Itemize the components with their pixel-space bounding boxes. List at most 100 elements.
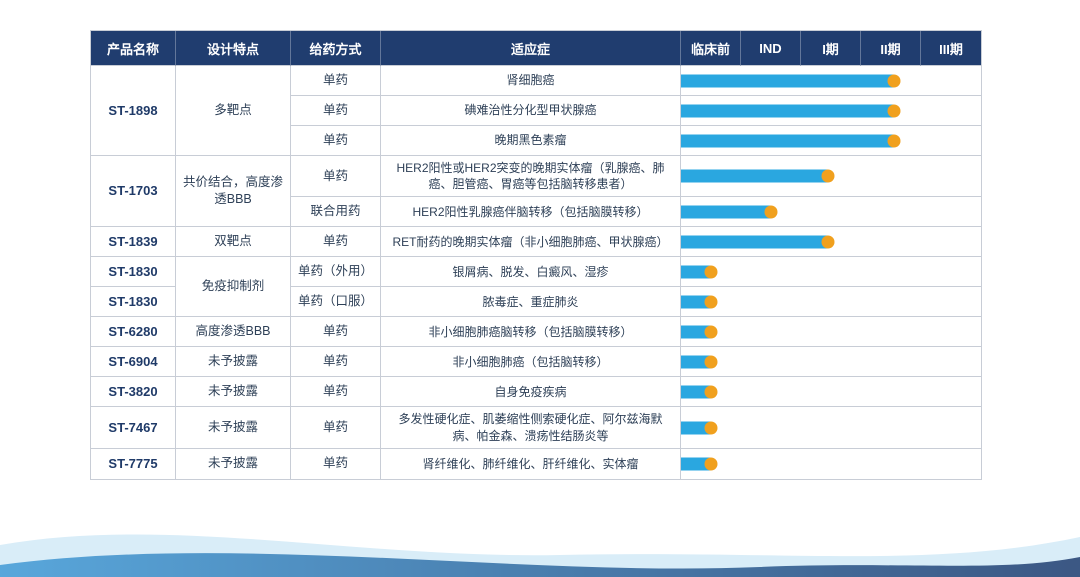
progress-track [681, 287, 981, 316]
progress-track [681, 449, 981, 479]
progress-dot [887, 74, 901, 87]
pipeline-row: ST-1830 单药（口服） 脓毒症、重症肺炎 [91, 287, 981, 318]
indication-cell: 碘难治性分化型甲状腺癌 [381, 96, 681, 126]
column-header-phase1: I期 [801, 31, 861, 66]
pipeline-row: ST-1839 双靶点 单药 RET耐药的晚期实体瘤（非小细胞肺癌、甲状腺癌） [91, 227, 981, 258]
product-name-cell: ST-7775 [91, 448, 176, 479]
column-header-design-feature: 设计特点 [176, 31, 291, 66]
dosing-method-cell: 联合用药 [291, 197, 381, 228]
progress-track [681, 347, 981, 376]
progress-bar [681, 355, 711, 369]
phase-progress-cell [681, 227, 981, 258]
design-feature-cell: 未予披露 [176, 347, 291, 378]
phase-progress-cell [681, 197, 981, 228]
progress-dot [887, 104, 901, 117]
progress-dot [704, 325, 718, 339]
progress-dot [704, 457, 718, 471]
indication-cell: 多发性硬化症、肌萎缩性侧索硬化症、阿尔兹海默病、帕金森、溃疡性结肠炎等 [381, 407, 681, 449]
pipeline-row: ST-6280 高度渗透BBB 单药 非小细胞肺癌脑转移（包括脑膜转移） [91, 317, 981, 348]
indication-cell: 非小细胞肺癌脑转移（包括脑膜转移） [381, 317, 681, 348]
indication-cell: 非小细胞肺癌（包括脑转移） [381, 347, 681, 378]
footer-wave-decoration [0, 534, 1080, 577]
indication-cell: 自身免疫疾病 [381, 377, 681, 408]
dosing-method-cell: 单药 [291, 448, 381, 479]
product-name-cell: ST-1839 [91, 227, 176, 258]
indication-cell: RET耐药的晚期实体瘤（非小细胞肺癌、甲状腺癌） [381, 227, 681, 258]
pipeline-row: ST-1898 多靶点 单药 肾细胞癌 [91, 66, 981, 156]
progress-dot [704, 355, 718, 369]
column-header-ind: IND [741, 31, 801, 66]
pipeline-row: ST-7467 未予披露 单药 多发性硬化症、肌萎缩性侧索硬化症、阿尔兹海默病、帕金森… [91, 407, 981, 449]
dosing-method-cell: 单药（口服） [291, 287, 381, 318]
product-name-cell: ST-3820 [91, 377, 176, 408]
progress-dot [764, 205, 778, 219]
phase-progress-cell [681, 317, 981, 348]
design-feature-cell: 未予披露 [176, 407, 291, 449]
indication-cell: HER2阳性乳腺癌伴脑转移（包括脑膜转移） [381, 197, 681, 228]
product-name-cell: ST-1703 [91, 156, 176, 228]
dosing-method-cell: 单药 [291, 156, 381, 198]
pipeline-table: 产品名称 设计特点 给药方式 适应症 临床前 IND I期 II期 III期 S… [90, 30, 982, 480]
phase-progress-cell [681, 407, 981, 449]
progress-track [681, 377, 981, 406]
phase-progress-cell [681, 66, 981, 96]
progress-bar [681, 295, 711, 309]
progress-dot [704, 265, 718, 279]
indication-cell: 肾纤维化、肺纤维化、肝纤维化、实体瘤 [381, 448, 681, 479]
progress-bar [681, 235, 828, 249]
column-header-phase2: II期 [861, 31, 921, 66]
progress-dot [821, 235, 835, 249]
product-name-cell: ST-1830 [91, 287, 176, 318]
pipeline-row: ST-6904 未予披露 单药 非小细胞肺癌（包括脑转移） [91, 347, 981, 378]
pipeline-row: ST-1830 免疫抑制剂 单药（外用） 银屑病、脱发、白癜风、湿疹 [91, 257, 981, 318]
dosing-method-cell: 单药 [291, 126, 381, 156]
progress-bar [681, 104, 894, 117]
phase-progress-cell [681, 156, 981, 198]
dosing-method-cell: 单药 [291, 347, 381, 378]
progress-track [681, 96, 981, 125]
pipeline-row: 单药 晚期黑色素瘤 [91, 126, 981, 156]
column-header-dosing-method: 给药方式 [291, 31, 381, 66]
pipeline-row: 联合用药 HER2阳性乳腺癌伴脑转移（包括脑膜转移） [91, 197, 981, 228]
design-feature-cell: 高度渗透BBB [176, 317, 291, 348]
design-feature-cell: 未予披露 [176, 448, 291, 479]
progress-bar [681, 74, 894, 87]
column-header-indication: 适应症 [381, 31, 681, 66]
column-header-preclinical: 临床前 [681, 31, 741, 66]
phase-progress-cell [681, 287, 981, 318]
product-name-cell: ST-1898 [91, 66, 176, 156]
progress-bar [681, 325, 711, 339]
progress-bar [681, 457, 711, 471]
phase-progress-cell [681, 377, 981, 408]
dosing-method-cell: 单药（外用） [291, 257, 381, 288]
indication-cell: 银屑病、脱发、白癜风、湿疹 [381, 257, 681, 288]
pipeline-row: ST-3820 未予披露 单药 自身免疫疾病 [91, 377, 981, 408]
progress-track [681, 197, 981, 226]
dosing-method-cell: 单药 [291, 227, 381, 258]
progress-bar [681, 169, 828, 183]
progress-bar [681, 134, 894, 147]
progress-dot [704, 385, 718, 399]
progress-track [681, 227, 981, 256]
progress-track [681, 257, 981, 286]
column-header-phase3: III期 [921, 31, 981, 66]
pipeline-row: ST-1703 共价结合，高度渗透BBB 单药 HER2阳性或HER2突变的晚期实体瘤… [91, 156, 981, 228]
dosing-method-cell: 单药 [291, 317, 381, 348]
progress-bar [681, 385, 711, 399]
pipeline-row: 单药 碘难治性分化型甲状腺癌 [91, 96, 981, 126]
indication-cell: HER2阳性或HER2突变的晚期实体瘤（乳腺癌、肺癌、胆管癌、胃癌等包括脑转移患… [381, 156, 681, 198]
progress-dot [704, 295, 718, 309]
progress-bar [681, 265, 711, 279]
design-feature-cell: 未予披露 [176, 377, 291, 408]
product-name-cell: ST-7467 [91, 407, 176, 449]
design-feature-cell: 共价结合，高度渗透BBB [176, 156, 291, 228]
pipeline-table-grid: 产品名称 设计特点 给药方式 适应症 临床前 IND I期 II期 III期 S… [90, 30, 982, 480]
phase-progress-cell [681, 257, 981, 288]
dosing-method-cell: 单药 [291, 66, 381, 96]
table-header-row: 产品名称 设计特点 给药方式 适应症 临床前 IND I期 II期 III期 [91, 31, 981, 66]
design-feature-cell: 多靶点 [176, 66, 291, 156]
progress-dot [821, 169, 835, 183]
dosing-method-cell: 单药 [291, 377, 381, 408]
indication-cell: 晚期黑色素瘤 [381, 126, 681, 156]
